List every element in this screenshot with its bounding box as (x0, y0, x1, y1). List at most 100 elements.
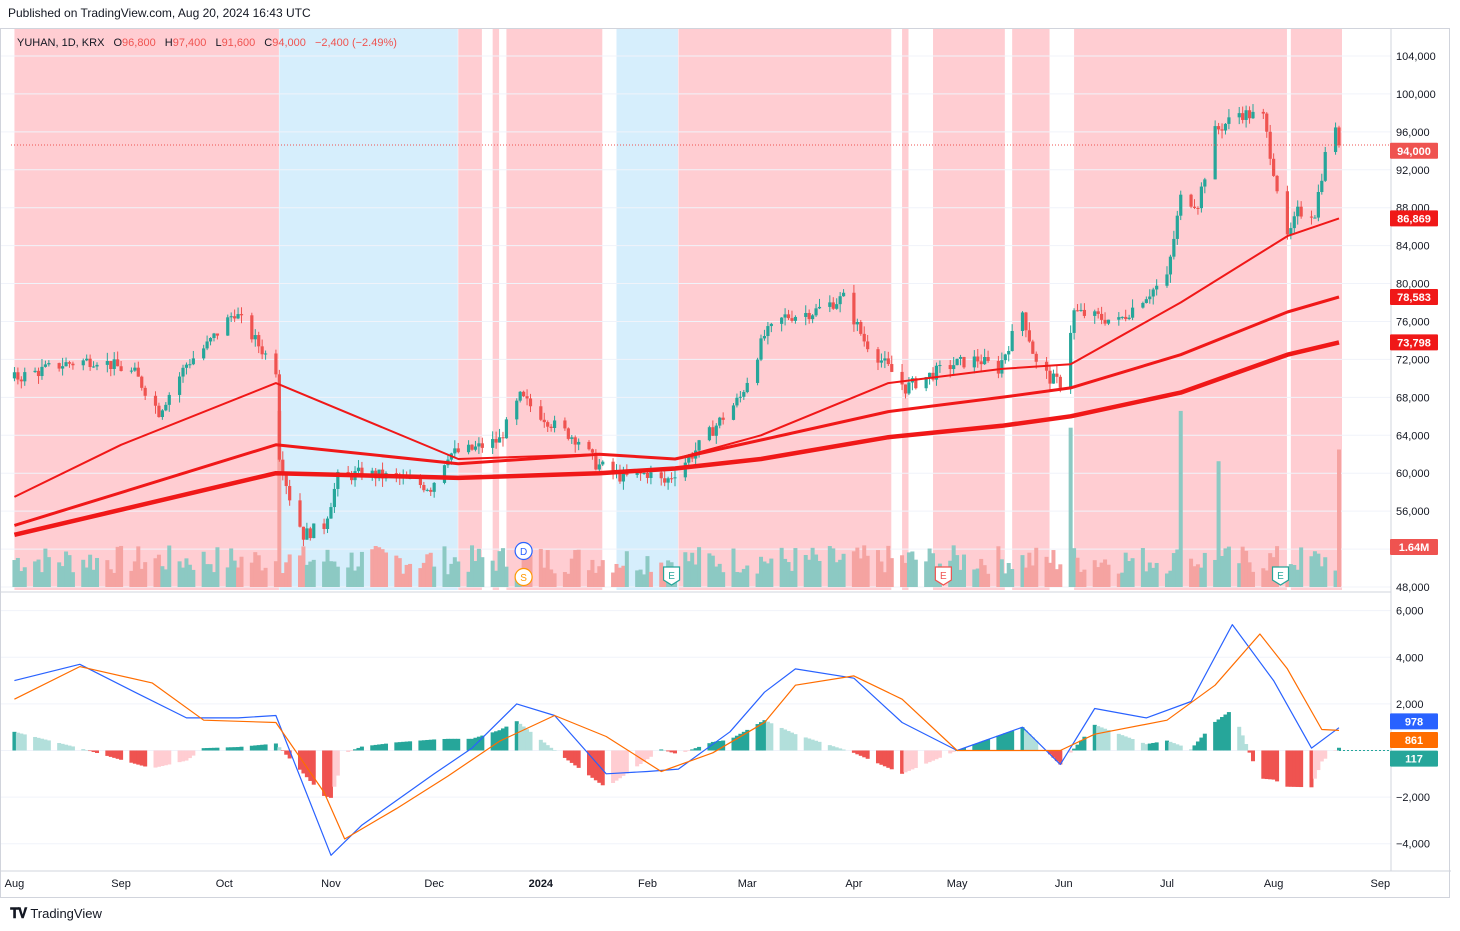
candle-body[interactable] (587, 441, 591, 450)
candle-body[interactable] (67, 362, 72, 364)
candle-body[interactable] (542, 419, 546, 423)
candle-body[interactable] (1079, 309, 1083, 311)
candle-body[interactable] (611, 461, 615, 473)
candle-body[interactable] (817, 306, 822, 309)
candle-body[interactable] (85, 358, 89, 361)
candle-body[interactable] (1106, 319, 1111, 324)
candle-body[interactable] (1313, 217, 1317, 219)
candle-body[interactable] (962, 357, 966, 368)
earnings-marker[interactable] (1271, 566, 1290, 586)
candle-body[interactable] (528, 398, 533, 407)
candle-body[interactable] (233, 316, 237, 319)
candle-body[interactable] (418, 477, 423, 485)
candle-body[interactable] (1275, 175, 1279, 192)
candle-body[interactable] (212, 333, 216, 339)
candle-body[interactable] (934, 365, 939, 380)
candle-body[interactable] (1075, 310, 1080, 312)
candle-body[interactable] (518, 391, 522, 401)
candle-body[interactable] (673, 477, 677, 479)
candle-body[interactable] (184, 364, 189, 368)
candle-body[interactable] (601, 461, 605, 465)
earnings-marker[interactable] (662, 566, 681, 586)
candle-body[interactable] (866, 341, 870, 350)
candle-body[interactable] (64, 362, 68, 367)
candle-body[interactable] (274, 353, 278, 375)
candle-body[interactable] (1289, 228, 1293, 235)
candle-body[interactable] (914, 378, 918, 389)
candle-body[interactable] (597, 464, 601, 470)
candle-body[interactable] (900, 371, 904, 385)
candle-body[interactable] (841, 292, 846, 297)
candle-body[interactable] (886, 358, 890, 365)
candle-body[interactable] (1100, 313, 1104, 320)
candle-body[interactable] (955, 358, 959, 366)
candle-body[interactable] (663, 478, 667, 483)
candle-body[interactable] (831, 302, 835, 309)
candle-body[interactable] (12, 372, 17, 379)
candle-body[interactable] (618, 470, 622, 482)
candle-body[interactable] (129, 370, 134, 372)
candle-body[interactable] (36, 370, 41, 377)
candle-body[interactable] (855, 321, 859, 325)
candle-body[interactable] (57, 363, 61, 369)
candle-body[interactable] (301, 526, 306, 540)
candle-body[interactable] (996, 360, 1000, 374)
candle-body[interactable] (1069, 332, 1073, 388)
candle-body[interactable] (1189, 194, 1193, 207)
candle-body[interactable] (976, 356, 980, 362)
candle-body[interactable] (1141, 302, 1145, 308)
candle-body[interactable] (1220, 129, 1224, 131)
candle-body[interactable] (360, 467, 364, 478)
candle-body[interactable] (1316, 192, 1320, 218)
candle-body[interactable] (546, 422, 550, 427)
candle-body[interactable] (525, 396, 529, 399)
candle-body[interactable] (281, 459, 285, 476)
candle-body[interactable] (236, 314, 240, 319)
candle-body[interactable] (1241, 113, 1245, 120)
candle-body[interactable] (477, 443, 481, 447)
candle-body[interactable] (838, 296, 842, 305)
candle-body[interactable] (239, 314, 244, 316)
candle-body[interactable] (714, 425, 718, 436)
candle-body[interactable] (215, 333, 220, 336)
candle-body[interactable] (332, 488, 336, 508)
candle-body[interactable] (859, 321, 863, 334)
candle-body[interactable] (835, 304, 839, 309)
candle-body[interactable] (759, 338, 763, 360)
candle-body[interactable] (621, 472, 625, 482)
candle-body[interactable] (1048, 370, 1052, 384)
candle-body[interactable] (669, 478, 674, 480)
candle-body[interactable] (494, 439, 498, 443)
candle-body[interactable] (1010, 330, 1014, 351)
candle-body[interactable] (683, 462, 687, 478)
candle-body[interactable] (442, 465, 447, 483)
candle-body[interactable] (862, 333, 866, 342)
candle-body[interactable] (687, 456, 691, 463)
candle-body[interactable] (1058, 376, 1062, 388)
candle-body[interactable] (1000, 360, 1004, 374)
candle-body[interactable] (432, 482, 436, 492)
candle-body[interactable] (23, 372, 27, 382)
candle-body[interactable] (19, 379, 23, 382)
candle-body[interactable] (735, 397, 739, 406)
candle-body[interactable] (1003, 354, 1007, 361)
candle-body[interactable] (804, 313, 808, 317)
candle-body[interactable] (1337, 127, 1341, 146)
candle-body[interactable] (931, 372, 935, 380)
candle-body[interactable] (515, 400, 519, 420)
candle-body[interactable] (284, 475, 288, 487)
candle-body[interactable] (766, 326, 770, 337)
candle-body[interactable] (731, 405, 736, 420)
candle-body[interactable] (480, 443, 484, 448)
candle-body[interactable] (109, 361, 113, 370)
candle-body[interactable] (305, 528, 309, 540)
candle-body[interactable] (549, 426, 553, 428)
candle-body[interactable] (786, 314, 791, 319)
candle-body[interactable] (1227, 117, 1231, 124)
candle-body[interactable] (635, 471, 639, 475)
footer[interactable]: 𝐓𝐕 TradingView (10, 905, 102, 922)
chart-canvas[interactable]: DS E E E 104,000100,00096,00092,00088,00084… (1, 29, 1451, 899)
candle-body[interactable] (466, 444, 471, 453)
candle-body[interactable] (938, 365, 942, 367)
candle-body[interactable] (903, 384, 908, 394)
